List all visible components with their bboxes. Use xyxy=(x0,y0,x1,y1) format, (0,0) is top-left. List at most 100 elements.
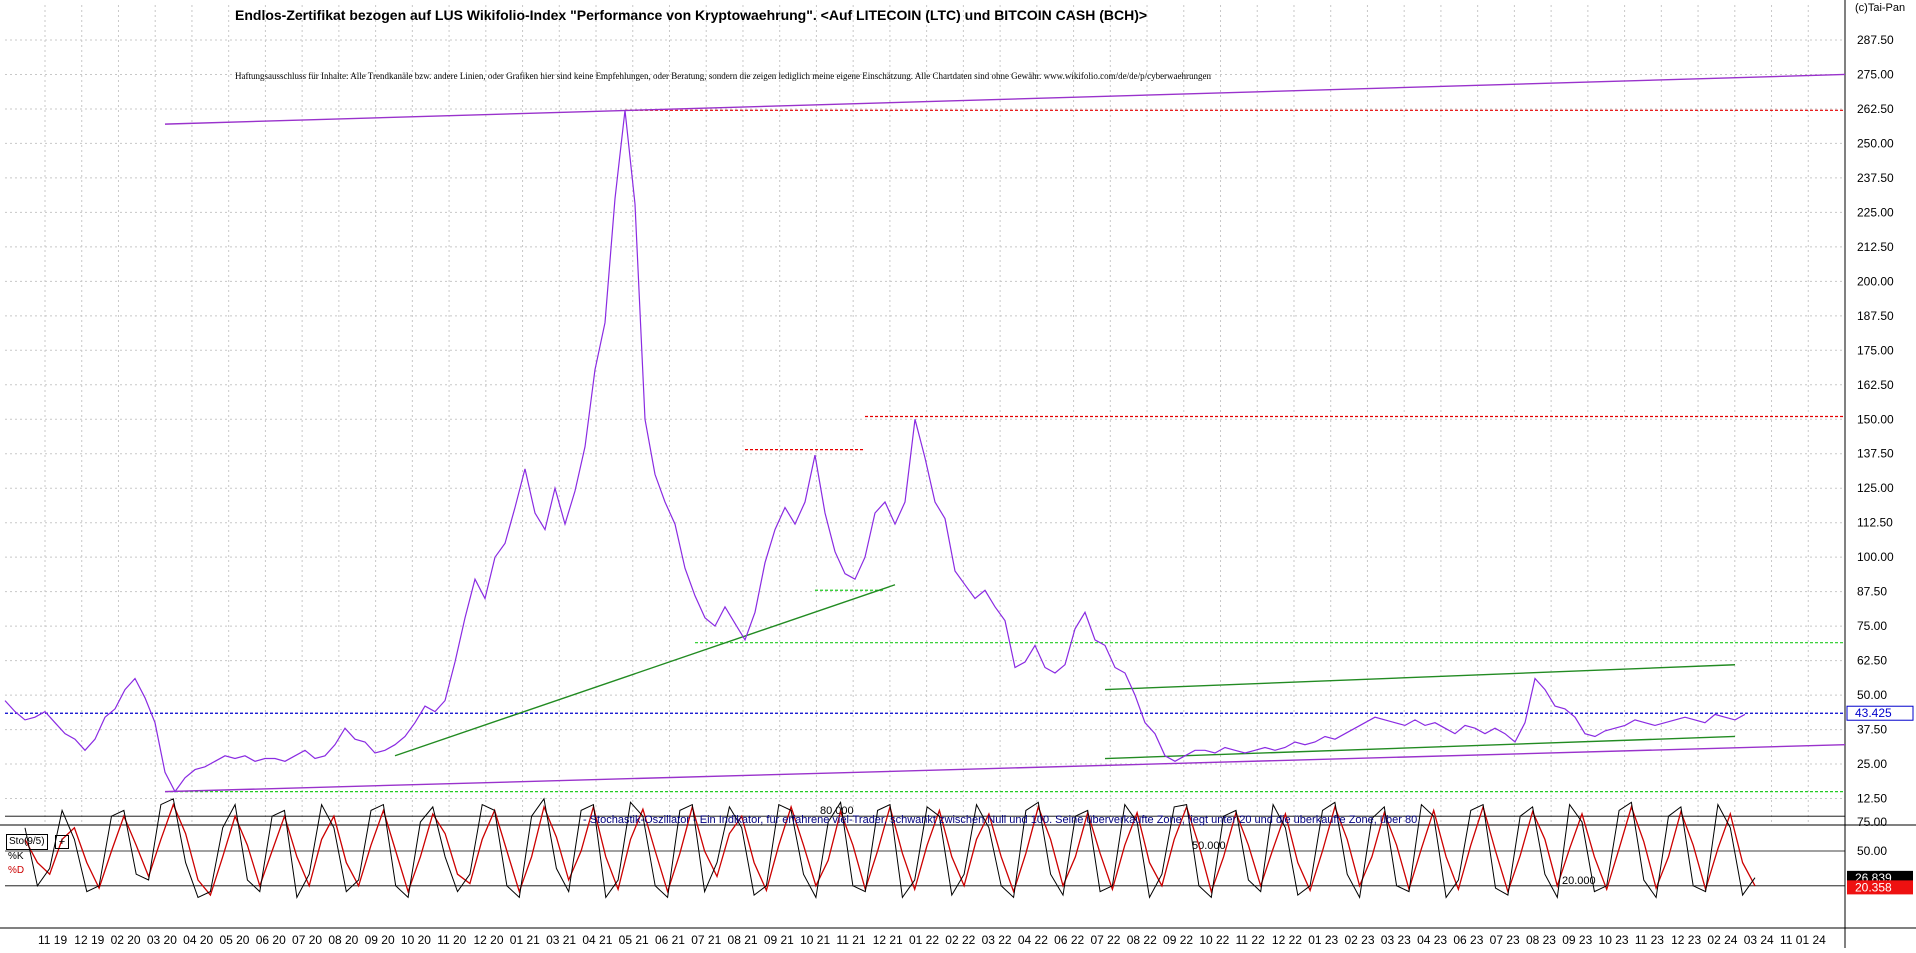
x-tick-label: 08 20 xyxy=(328,933,358,947)
price-line xyxy=(4,110,1746,793)
osc-level-label: 80.000 xyxy=(820,805,854,817)
y-tick-label: 87.50 xyxy=(1857,585,1887,599)
y-tick-label: 287.50 xyxy=(1857,33,1894,47)
osc-y-tick-label: 50.00 xyxy=(1857,844,1887,858)
x-tick-label: 06 21 xyxy=(655,933,685,947)
y-tick-label: 225.00 xyxy=(1857,205,1894,219)
x-tick-label: 10 22 xyxy=(1199,933,1229,947)
x-tick-label: 01 21 xyxy=(510,933,540,947)
x-tick-label: 04 20 xyxy=(183,933,213,947)
disclaimer-text: Haftungsausschluss für Inhalte: Alle Tre… xyxy=(235,71,1212,81)
x-tick-label: 12 21 xyxy=(873,933,903,947)
x-tick-label: 06 22 xyxy=(1054,933,1084,947)
x-tick-label: 04 23 xyxy=(1417,933,1447,947)
x-tick-label: 05 20 xyxy=(219,933,249,947)
x-tick-label: 12 20 xyxy=(474,933,504,947)
x-tick-label: 11 23 xyxy=(1635,933,1664,947)
y-tick-label: 262.50 xyxy=(1857,102,1894,116)
trend-line xyxy=(164,744,1846,793)
x-tick-label: 10 23 xyxy=(1599,933,1629,947)
trend-line xyxy=(1104,735,1736,760)
d-legend: %D xyxy=(8,865,25,876)
y-tick-label: 200.00 xyxy=(1857,274,1894,288)
x-tick-label: 04 22 xyxy=(1018,933,1048,947)
x-tick-label: 05 21 xyxy=(619,933,649,947)
y-tick-label: 125.00 xyxy=(1857,481,1894,495)
x-tick-label: 06 23 xyxy=(1453,933,1483,947)
add-indicator-button[interactable]: + xyxy=(55,835,69,849)
x-tick-label: 02 24 xyxy=(1707,933,1737,947)
x-tick-label: 06 20 xyxy=(256,933,286,947)
osc-k-line xyxy=(24,797,1756,900)
price-y-axis: 12.50 25.00 37.50 50.00 62.50 75.00 87.50 100.0… xyxy=(1857,33,1894,806)
x-tick-label: 02 20 xyxy=(111,933,141,947)
y-tick-label: 237.50 xyxy=(1857,171,1894,185)
y-tick-label: 212.50 xyxy=(1857,240,1894,254)
x-tick-label: 03 21 xyxy=(546,933,576,947)
d-value-label: 20.358 xyxy=(1855,880,1892,894)
x-tick-label: 10 21 xyxy=(800,933,830,947)
x-tick-label: 07 23 xyxy=(1490,933,1520,947)
trend-line xyxy=(164,73,1846,125)
x-tick-label: 07 20 xyxy=(292,933,322,947)
k-legend: %K xyxy=(8,851,24,862)
x-tick-label: 08 22 xyxy=(1127,933,1157,947)
x-tick-label: 11 20 xyxy=(437,933,466,947)
x-tick-label: 12 22 xyxy=(1272,933,1302,947)
x-tick-label: 10 20 xyxy=(401,933,431,947)
x-tick-label: 07 21 xyxy=(691,933,721,947)
osc-level-label: 20.000 xyxy=(1562,875,1596,887)
x-tick-label: 09 22 xyxy=(1163,933,1193,947)
trend-line xyxy=(394,584,896,757)
oscillator-description: - Stochastik-Oszillator - Ein Indikator,… xyxy=(583,814,1421,826)
x-tick-label: 03 23 xyxy=(1381,933,1411,947)
y-tick-label: 62.50 xyxy=(1857,654,1887,668)
trend-lines xyxy=(164,73,1846,793)
x-tick-label: 08 21 xyxy=(728,933,758,947)
x-tick-label: 04 21 xyxy=(582,933,612,947)
y-tick-label: 25.00 xyxy=(1857,757,1887,771)
x-tick-label: 03 24 xyxy=(1744,933,1774,947)
indicator-label[interactable]: Sto(9/5) xyxy=(6,834,48,850)
time-x-axis: 11 19 12 19 02 20 03 20 04 20 05 20 06 20 07 20… xyxy=(0,927,1916,947)
price-series xyxy=(4,110,1746,793)
y-tick-label: 150.00 xyxy=(1857,412,1894,426)
x-tick-label: 11 22 xyxy=(1236,933,1265,947)
x-tick-label: 09 23 xyxy=(1562,933,1592,947)
osc-level-label: 50.000 xyxy=(1192,840,1226,852)
trend-line xyxy=(1104,664,1736,691)
x-tick-label: 11 01 24 xyxy=(1780,933,1826,947)
current-value-badge xyxy=(1846,705,1914,721)
y-tick-label: 162.50 xyxy=(1857,378,1894,392)
copyright-label: (c)Tai-Pan xyxy=(1855,2,1906,14)
x-tick-label: 09 20 xyxy=(365,933,395,947)
y-tick-label: 137.50 xyxy=(1857,447,1894,461)
level-lines xyxy=(5,109,1845,793)
y-tick-label: 112.50 xyxy=(1857,516,1893,530)
chart-title: Endlos-Zertifikat bezogen auf LUS Wikifo… xyxy=(235,7,1148,23)
x-tick-label: 07 22 xyxy=(1090,933,1120,947)
x-tick-label: 01 22 xyxy=(909,933,939,947)
y-tick-label: 187.50 xyxy=(1857,309,1894,323)
x-tick-label: 12 23 xyxy=(1671,933,1701,947)
y-tick-label: 275.00 xyxy=(1857,67,1894,81)
y-tick-label: 250.00 xyxy=(1857,136,1894,150)
x-tick-label: 03 20 xyxy=(147,933,177,947)
x-tick-label: 11 19 xyxy=(38,933,67,947)
x-tick-label: 02 22 xyxy=(945,933,975,947)
x-tick-label: 01 23 xyxy=(1308,933,1338,947)
osc-y-tick-label: 75.00 xyxy=(1857,815,1887,829)
x-tick-label: 02 23 xyxy=(1345,933,1375,947)
x-tick-label: 08 23 xyxy=(1526,933,1556,947)
y-tick-label: 75.00 xyxy=(1857,619,1887,633)
x-tick-label: 03 22 xyxy=(982,933,1012,947)
x-tick-label: 12 19 xyxy=(74,933,104,947)
d-value-badge xyxy=(1847,880,1913,895)
y-tick-label: 50.00 xyxy=(1857,688,1887,702)
x-tick-label: 11 21 xyxy=(836,933,865,947)
y-tick-label: 12.50 xyxy=(1857,792,1887,806)
